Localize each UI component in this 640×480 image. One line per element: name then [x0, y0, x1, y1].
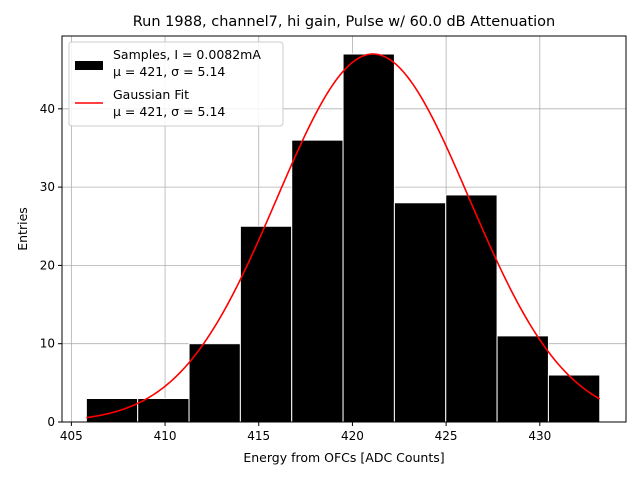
y-tick-label: 20 [40, 258, 55, 272]
x-tick-label: 415 [247, 429, 270, 443]
y-tick-label: 40 [40, 102, 55, 116]
histogram-bar [547, 374, 601, 423]
y-axis-ticks: 0 10 20 30 40 [40, 102, 62, 429]
legend-label-samples: Samples, I = 0.0082mA [113, 47, 261, 62]
gaussian-fit-layer [86, 53, 601, 419]
y-tick-label: 30 [40, 180, 55, 194]
legend-swatch-samples [75, 61, 103, 70]
histogram-bar [188, 343, 241, 423]
chart-title: Run 1988, channel7, hi gain, Pulse w/ 60… [133, 14, 556, 30]
histogram-bar [291, 139, 344, 423]
x-tick-label: 430 [528, 429, 551, 443]
y-tick-label: 0 [47, 415, 55, 429]
histogram-bar [239, 225, 293, 423]
histogram-bar [393, 202, 447, 423]
y-tick-label: 10 [40, 337, 55, 351]
x-tick-label: 425 [435, 429, 458, 443]
x-tick-label: 410 [154, 429, 177, 443]
gaussian-fit-curve [86, 53, 601, 419]
legend-box [68, 41, 284, 127]
histogram-bars [85, 53, 601, 423]
x-axis-label: Energy from OFCs [ADC Counts] [243, 450, 444, 465]
legend-label-fit: Gaussian Fit [113, 87, 189, 102]
x-axis-ticks: 405 410 415 420 425 430 [60, 422, 551, 443]
histogram-bar [85, 398, 139, 423]
histogram-bar [342, 53, 395, 423]
x-tick-label: 420 [341, 429, 364, 443]
legend-stats-samples: μ = 421, σ = 5.14 [113, 64, 225, 79]
x-tick-label: 405 [60, 429, 83, 443]
histogram-bar [496, 335, 549, 423]
legend-stats-fit: μ = 421, σ = 5.14 [113, 104, 225, 119]
histogram-bar [137, 398, 190, 423]
y-axis-label: Entries [15, 207, 30, 251]
histogram-bar [445, 194, 498, 423]
plot-frame [61, 35, 627, 423]
legend: Samples, I = 0.0082mA μ = 421, σ = 5.14 … [68, 41, 284, 127]
